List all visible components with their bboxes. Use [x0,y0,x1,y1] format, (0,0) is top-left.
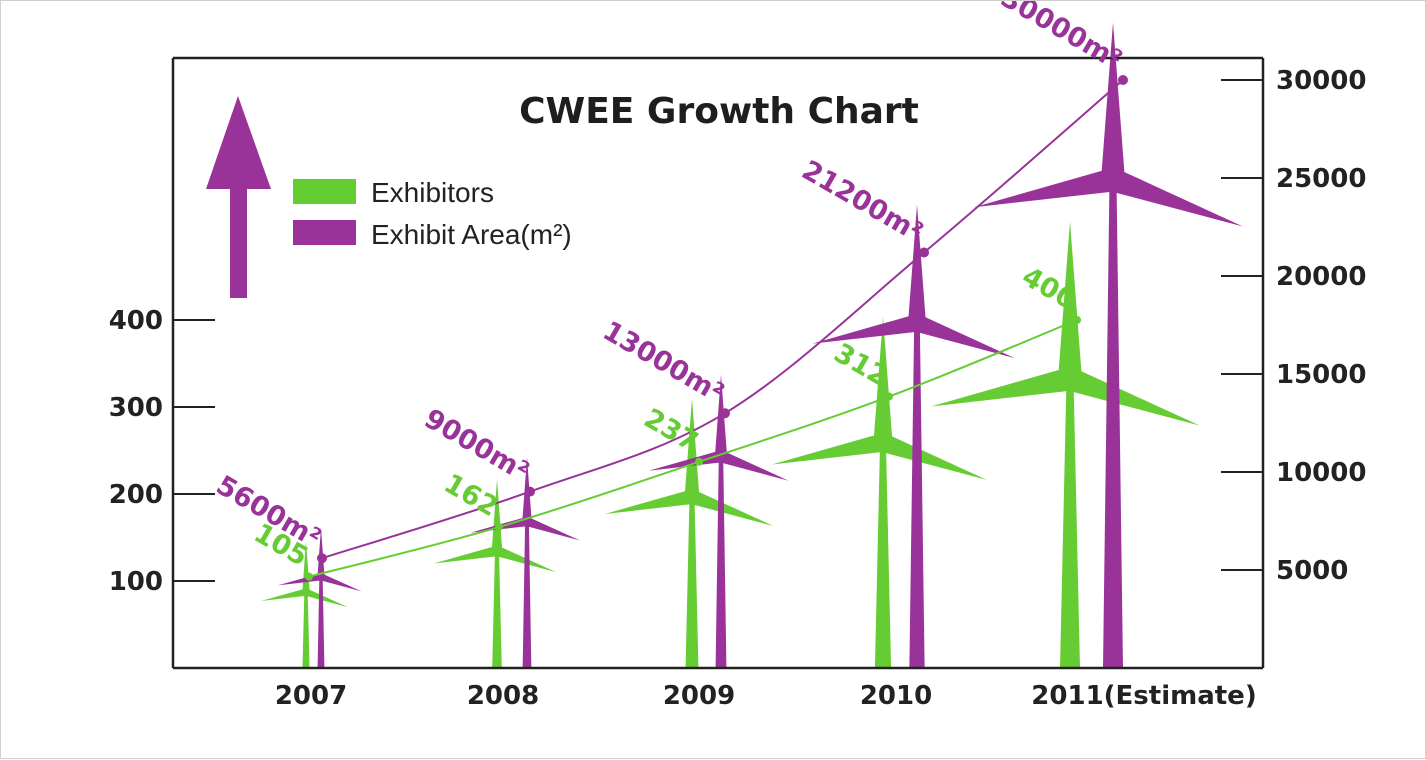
x-tick-label: 2010 [860,681,932,711]
x-tick-label: 2011(Estimate) [1031,681,1256,711]
legend-label-exhibitors: Exhibitors [371,177,494,208]
exhibit-area-data-label: 13000m² [598,315,729,409]
exhibit-area-data-label: 9000m² [419,403,534,487]
exhibitors-point [305,572,313,581]
left-tick-label: 200 [109,480,163,510]
right-tick-label: 25000 [1276,164,1366,194]
right-tick-label: 10000 [1276,458,1366,488]
wind-turbine-icon [973,22,1243,668]
right-tick-label: 30000 [1276,66,1366,96]
exhibit-area-point [1118,75,1128,85]
left-tick-label: 300 [109,393,163,423]
legend-label-exhibit-area: Exhibit Area(m²) [371,219,572,250]
chart-title: CWEE Growth Chart [519,91,919,132]
exhibit-area-data-label: 30000m² [996,1,1127,76]
exhibit-area-point [919,247,929,258]
exhibitors-point [495,523,503,532]
legend-swatch-exhibit-area [293,220,356,245]
right-tick-label: 5000 [1276,556,1348,586]
wind-turbine-icon [604,398,774,668]
exhibit-area-point [317,553,327,564]
exhibitors-point [695,457,703,466]
exhibit-area-line [321,79,1124,560]
exhibitors-point [885,392,893,401]
up-arrow-icon [206,96,271,298]
wind-turbine-icon [812,204,1015,668]
x-tick-label: 2007 [275,681,347,711]
exhibit-area-data-label: 21200m² [797,155,928,249]
exhibitors-data-label: 162 [439,468,503,523]
exhibit-area-point [525,486,535,497]
exhibitors-point [1073,316,1081,324]
exhibit-area-point [720,408,730,419]
wind-turbine-icon [930,221,1200,668]
right-tick-label: 15000 [1276,360,1366,390]
x-tick-label: 2008 [467,681,539,711]
legend-swatch-exhibitors [293,179,356,204]
wind-turbine-icon [771,316,987,668]
wind-turbine-icon [648,374,789,668]
right-tick-label: 20000 [1276,262,1366,292]
left-tick-label: 400 [109,306,163,336]
x-tick-label: 2009 [663,681,735,711]
left-tick-label: 100 [109,567,163,597]
